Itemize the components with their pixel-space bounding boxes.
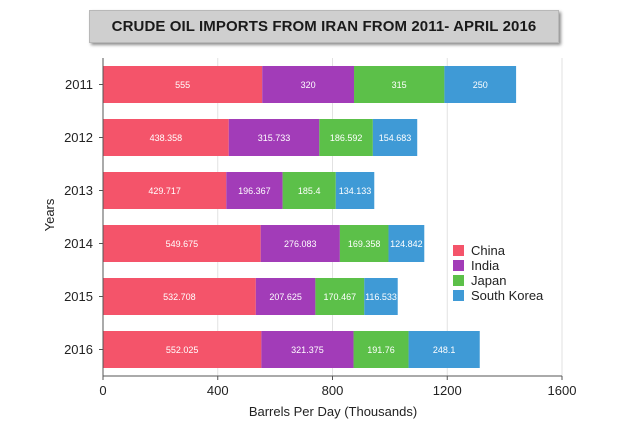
bar-value-label: 196.367 [238,186,271,196]
y-tick-label: 2016 [64,342,93,357]
bar-segment [282,172,336,209]
legend-swatch [453,245,464,256]
bar-value-label: 207.625 [269,292,302,302]
legend-swatch [453,260,464,271]
bar-value-label: 532.708 [163,292,196,302]
legend-swatch [453,290,464,301]
bar-value-label: 154.683 [379,133,412,143]
bar-segment [261,331,354,368]
y-tick-label: 2011 [65,77,93,92]
bar-segment [335,172,375,209]
legend-label: South Korea [471,288,544,303]
bar-value-label: 169.358 [348,239,381,249]
chart-title: CRUDE OIL IMPORTS FROM IRAN FROM 2011- A… [111,18,537,35]
bar-value-label: 321.375 [291,345,324,355]
bar-segment [255,278,316,315]
x-tick-label: 1200 [433,383,462,398]
bar-value-label: 134.133 [339,186,372,196]
bar-segment [353,331,409,368]
bar-segment [262,66,355,103]
bar-value-label: 549.675 [166,239,199,249]
bar-segment [364,278,398,315]
bar-segment [103,278,256,315]
y-tick-label: 2014 [64,236,93,251]
bar-segment [315,278,365,315]
bar-segment [103,172,227,209]
bar-value-label: 276.083 [284,239,317,249]
bar-segment [372,119,418,156]
chart-title-box: CRUDE OIL IMPORTS FROM IRAN FROM 2011- A… [89,10,559,43]
bar-segment [354,66,445,103]
bar-value-label: 552.025 [166,345,199,355]
y-axis-title: Years [42,198,57,231]
y-tick-label: 2012 [64,130,93,145]
bar-value-label: 429.717 [148,186,181,196]
bar-segment [339,225,389,262]
bar-value-label: 116.533 [365,292,397,302]
x-tick-label: 400 [207,383,229,398]
bar-value-label: 186.592 [330,133,363,143]
bar-segment [103,331,262,368]
legend-label: India [471,258,500,273]
legend-label: Japan [471,273,506,288]
bar-segment [103,119,229,156]
bar-value-label: 248.1 [433,345,456,355]
bar-segment [319,119,373,156]
bar-value-label: 438.358 [150,133,183,143]
legend-swatch [453,275,464,286]
bar-value-label: 170.467 [324,292,357,302]
bar-segment [228,119,320,156]
bar-value-label: 320 [301,80,316,90]
bar-segment [260,225,340,262]
x-tick-label: 0 [99,383,106,398]
x-tick-label: 1600 [548,383,577,398]
x-tick-label: 800 [322,383,344,398]
bar-value-label: 555 [175,80,190,90]
bars: 555 320 315 250 438.358 315.733 186.592 154.683… [103,66,517,368]
bar-segment [408,331,480,368]
grid-lines [217,58,563,376]
bar-segment [444,66,517,103]
bar-value-label: 191.76 [367,345,395,355]
bar-segment [226,172,283,209]
bar-segment [388,225,425,262]
bar-value-label: 315.733 [258,133,291,143]
bar-value-label: 315 [392,80,407,90]
y-tick-label: 2013 [64,183,93,198]
bar-value-label: 185.4 [298,186,321,196]
x-axis-title: Barrels Per Day (Thousands) [249,404,417,419]
bar-value-label: 124.842 [390,239,423,249]
axes: 0 400 800 1200 1600 2011 2012 2013 2014 2015 2016 [64,58,576,398]
y-tick-label: 2015 [64,289,93,304]
legend-label: China [471,243,506,258]
bar-segment [103,66,263,103]
bar-segment [103,225,261,262]
bar-value-label: 250 [473,80,488,90]
